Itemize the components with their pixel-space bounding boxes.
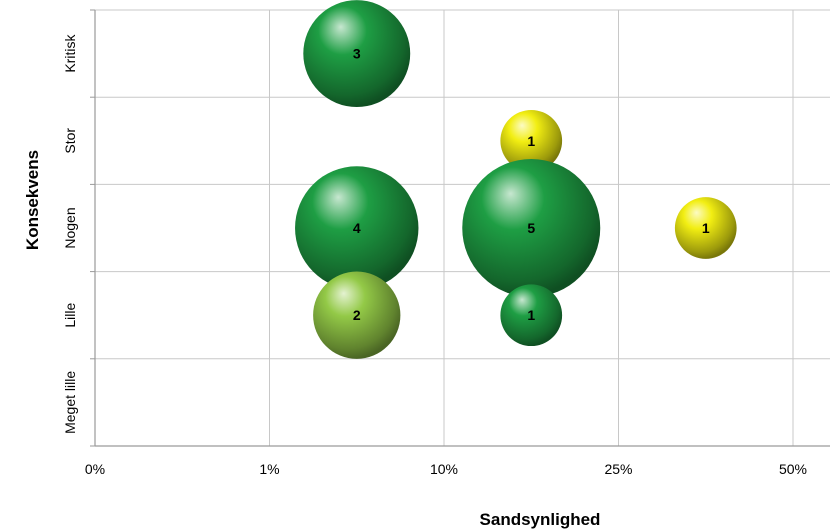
bubble: 1 <box>500 284 563 347</box>
bubble: 4 <box>295 166 419 290</box>
axes <box>90 9 830 447</box>
bubble: 3 <box>303 0 411 108</box>
bubble-count-label: 4 <box>353 220 361 236</box>
x-tick-labels: 0% 1% 10% 25% 50% <box>85 461 807 477</box>
x-tick-label: 10% <box>430 461 458 477</box>
y-tick-label: Kritisk <box>62 34 78 73</box>
bubble: 1 <box>674 197 737 259</box>
x-axis-title: Sandsynlighed <box>480 510 601 529</box>
bubble-circle <box>295 166 419 290</box>
bubble: 2 <box>313 271 401 359</box>
grid-lines <box>95 9 830 446</box>
x-tick-label: 25% <box>604 461 632 477</box>
y-axis-title: Konsekvens <box>23 150 42 250</box>
y-tick-label: Stor <box>62 128 78 154</box>
x-tick-label: 0% <box>85 461 105 477</box>
bubble-count-label: 1 <box>527 307 535 323</box>
bubble-circle <box>500 284 563 347</box>
bubble-circle <box>313 271 401 359</box>
bubble-count-label: 3 <box>353 46 361 62</box>
bubbles: 3 1 4 5 1 2 1 <box>295 0 737 359</box>
bubble-circle <box>303 0 411 108</box>
bubble-count-label: 5 <box>527 220 535 236</box>
bubble: 5 <box>462 159 601 297</box>
y-tick-label: Nogen <box>62 207 78 248</box>
bubble-count-label: 1 <box>702 220 710 236</box>
bubble-circle <box>462 159 601 297</box>
y-tick-label: Meget lille <box>62 371 78 434</box>
bubble-circle <box>674 197 737 259</box>
bubble-count-label: 2 <box>353 307 361 323</box>
bubble: 1 <box>500 109 563 172</box>
y-tick-labels: Meget lille Lille Nogen Stor Kritisk <box>62 34 78 434</box>
x-tick-label: 50% <box>779 461 807 477</box>
y-tick-label: Lille <box>62 303 78 328</box>
bubble-circle <box>500 109 563 172</box>
x-tick-label: 1% <box>259 461 279 477</box>
bubble-count-label: 1 <box>527 133 535 149</box>
